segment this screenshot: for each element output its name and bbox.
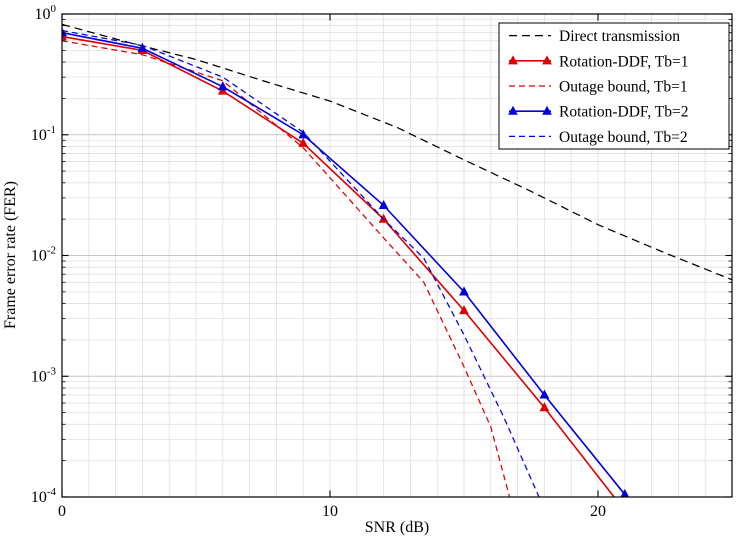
legend-label: Outage bound, Tb=1	[559, 79, 688, 96]
legend-item-outage-bound-tb-2: Outage bound, Tb=2	[509, 129, 688, 146]
triangle-marker	[620, 488, 630, 497]
series-line	[62, 29, 540, 497]
x-tick-label: 10	[322, 503, 338, 520]
legend-label: Rotation-DDF, Tb=1	[559, 53, 689, 70]
triangle-marker	[459, 286, 469, 296]
triangle-marker	[459, 305, 469, 315]
triangle-marker	[542, 55, 552, 65]
series-direct-transmission	[62, 23, 732, 281]
y-tick-label: 10-2	[31, 245, 56, 265]
triangle-marker	[298, 129, 309, 139]
legend-box	[498, 22, 730, 150]
series-line	[62, 35, 615, 497]
triangle-marker	[62, 27, 67, 37]
x-axis-label: SNR (dB)	[365, 519, 429, 536]
legend-label: Direct transmission	[559, 28, 680, 45]
legend-item-rotation-ddf-tb-2: Rotation-DDF, Tb=2	[508, 104, 689, 121]
legend-label: Rotation-DDF, Tb=2	[559, 104, 689, 121]
triangle-marker	[378, 199, 389, 209]
tick-labels: 0 10 20 100 10-1 10-2 10-3 10-4	[31, 3, 606, 520]
legend: Direct transmission Rotation-DDF, Tb=1 Out…	[498, 22, 730, 150]
triangle-marker	[539, 402, 550, 412]
triangle-marker	[539, 389, 550, 399]
legend-item-direct-transmission: Direct transmission	[509, 28, 680, 45]
series-outage-bound-tb-2	[62, 29, 540, 497]
series-line	[62, 31, 626, 495]
triangle-marker	[508, 105, 518, 115]
y-tick-label: 10-4	[31, 486, 57, 506]
triangle-marker	[137, 42, 148, 52]
legend-item-rotation-ddf-tb-1: Rotation-DDF, Tb=1	[508, 53, 689, 70]
x-tick-label: 20	[590, 503, 606, 520]
series-rotation-ddf-tb-2	[62, 27, 630, 497]
triangle-marker	[217, 85, 228, 95]
triangle-marker	[298, 137, 309, 147]
y-tick-label: 10-1	[31, 124, 56, 144]
legend-label: Outage bound, Tb=2	[559, 129, 688, 146]
series-layer	[62, 23, 732, 497]
legend-item-outage-bound-tb-1: Outage bound, Tb=1	[509, 79, 688, 96]
x-tick-label: 0	[58, 503, 66, 520]
y-tick-label: 100	[35, 3, 57, 23]
y-tick-label: 10-3	[31, 365, 57, 385]
triangle-marker	[217, 81, 228, 91]
axes	[61, 13, 733, 498]
series-line	[62, 40, 511, 497]
y-axis-label: Frame error rate (FER)	[2, 181, 19, 329]
series-outage-bound-tb-1	[62, 40, 511, 497]
triangle-marker	[508, 55, 518, 65]
series-line	[62, 23, 732, 281]
triangle-marker	[542, 105, 552, 115]
